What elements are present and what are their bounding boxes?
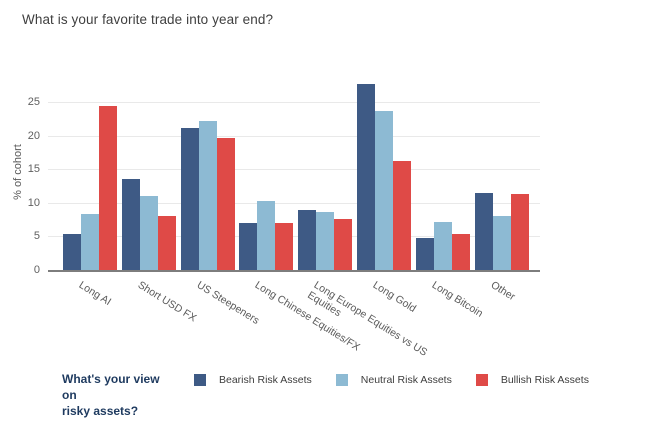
legend-label: Bullish Risk Assets xyxy=(500,374,589,386)
bar xyxy=(63,234,81,270)
gridline xyxy=(48,135,540,137)
legend-swatch xyxy=(475,374,488,386)
legend-swatch xyxy=(194,374,206,386)
bar xyxy=(139,196,158,270)
x-axis-label: Short USD FX xyxy=(135,279,199,325)
chart-title: What is your favorite trade into year en… xyxy=(22,12,274,27)
legend-item: Bullish Risk Assets xyxy=(475,374,589,386)
legend-item: Bearish Risk Assets xyxy=(194,374,312,386)
gridline xyxy=(48,169,540,171)
bar xyxy=(239,223,258,270)
bar xyxy=(121,178,140,270)
bar xyxy=(451,233,470,270)
bar xyxy=(393,160,411,270)
bar xyxy=(316,211,335,270)
legend-title: What's your view on risky assets? xyxy=(62,372,160,419)
legend-item: Neutral Risk Assets xyxy=(335,374,452,386)
legend-label: Bearish Risk Assets xyxy=(219,374,312,386)
gridline xyxy=(48,202,540,204)
bar xyxy=(180,128,199,270)
x-axis-label: US Steepeners xyxy=(194,279,261,327)
bar xyxy=(492,216,511,270)
legend-items: Bearish Risk Assets Neutral Risk Assets Bu… xyxy=(194,371,613,386)
y-tick-label: 20 xyxy=(27,129,40,142)
y-tick-label: 25 xyxy=(27,96,40,109)
plot-area: 0 5 10 15 20 25 Long AI Short USD FX US Steepene… xyxy=(28,80,540,359)
y-tick-label: 0 xyxy=(33,264,40,276)
bar xyxy=(433,221,452,270)
gridline xyxy=(48,102,540,104)
bar xyxy=(99,106,117,270)
x-axis-label: Long Gold xyxy=(370,279,419,315)
gridline xyxy=(48,236,540,238)
y-tick-label: 5 xyxy=(33,230,40,243)
bar xyxy=(216,137,235,270)
bar xyxy=(257,200,276,270)
y-tick-label: 15 xyxy=(27,163,40,176)
bar xyxy=(474,192,493,270)
bar xyxy=(334,218,353,270)
bar xyxy=(81,214,99,270)
legend: What's your view on risky assets? Bearis… xyxy=(62,371,613,420)
y-tick-label: 10 xyxy=(27,196,40,209)
bar xyxy=(157,216,176,270)
x-axis-label: Other xyxy=(488,279,517,304)
bar xyxy=(298,210,317,270)
bar xyxy=(510,194,529,270)
x-axis-label: Long Bitcoin xyxy=(429,279,485,320)
bar xyxy=(357,84,375,270)
legend-label: Neutral Risk Assets xyxy=(360,374,452,386)
x-axis-label: Long AI xyxy=(76,279,114,309)
bar xyxy=(275,223,294,270)
bar xyxy=(375,110,393,270)
bar xyxy=(415,238,434,270)
bar xyxy=(198,120,217,270)
legend-swatch xyxy=(335,374,348,386)
